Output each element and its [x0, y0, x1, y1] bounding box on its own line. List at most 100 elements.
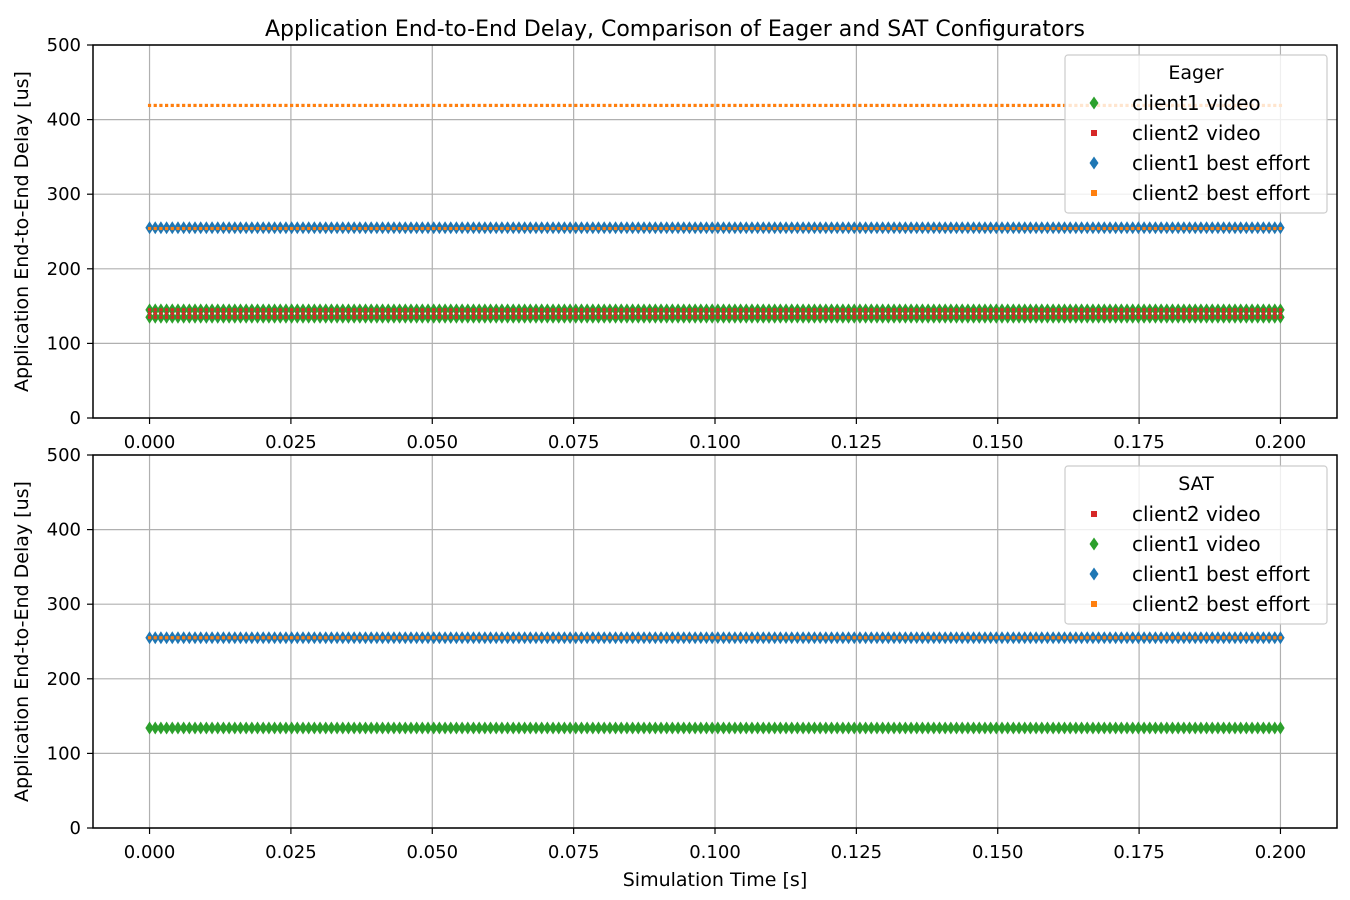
- data-point: [1062, 308, 1067, 312]
- data-point: [443, 636, 447, 640]
- data-point: [1105, 721, 1115, 735]
- data-point: [622, 721, 632, 735]
- data-point: [227, 311, 231, 316]
- data-point: [807, 308, 811, 312]
- data-point: [1023, 315, 1027, 319]
- data-point: [1273, 226, 1277, 231]
- data-point: [261, 311, 265, 316]
- data-point: [156, 721, 166, 735]
- data-point: [153, 103, 157, 108]
- data-point: [696, 721, 705, 735]
- data-point: [727, 103, 731, 108]
- data-point: [687, 103, 692, 108]
- data-point: [1034, 226, 1038, 231]
- data-point: [159, 636, 163, 640]
- data-point: [807, 311, 811, 316]
- data-point: [460, 311, 464, 316]
- data-point: [187, 636, 191, 640]
- data-point: [878, 721, 887, 735]
- data-point: [182, 636, 186, 640]
- data-point: [824, 226, 828, 231]
- data-point: [1199, 226, 1203, 231]
- data-point: [946, 721, 956, 735]
- data-point: [1142, 311, 1146, 316]
- data-point: [926, 103, 930, 108]
- data-point: [1170, 308, 1175, 312]
- data-point: [562, 315, 567, 319]
- data-point: [642, 103, 646, 108]
- data-point: [613, 103, 618, 108]
- data-point: [375, 311, 379, 316]
- data-point: [983, 636, 987, 640]
- data-point: [1000, 226, 1004, 231]
- data-point: [1000, 103, 1004, 108]
- data-point: [318, 311, 322, 316]
- data-point: [727, 315, 731, 319]
- data-point: [1162, 721, 1171, 735]
- data-point: [585, 308, 589, 312]
- data-point: [346, 636, 351, 640]
- data-point: [358, 103, 362, 108]
- data-point: [651, 721, 660, 735]
- data-point: [736, 721, 745, 735]
- data-point: [1256, 636, 1260, 640]
- data-point: [693, 315, 697, 319]
- data-point: [392, 315, 396, 319]
- legend-label: client2 video: [1132, 121, 1261, 145]
- data-point: [909, 311, 913, 316]
- data-point: [713, 721, 723, 735]
- data-point: [895, 721, 904, 735]
- data-point: [676, 311, 680, 316]
- data-point: [858, 315, 862, 319]
- legend-label: client2 video: [1132, 502, 1261, 526]
- data-point: [366, 721, 376, 735]
- data-point: [966, 315, 970, 319]
- data-point: [912, 721, 921, 735]
- data-point: [324, 308, 328, 312]
- data-point: [1023, 636, 1027, 640]
- data-point: [415, 311, 419, 316]
- data-point: [227, 226, 231, 231]
- data-point: [369, 226, 373, 231]
- data-point: [1079, 308, 1084, 312]
- data-point: [625, 315, 629, 319]
- data-point: [875, 636, 879, 640]
- data-point: [761, 311, 765, 316]
- data-point: [392, 308, 396, 312]
- data-point: [744, 636, 748, 640]
- data-point: [494, 315, 498, 319]
- data-point: [301, 636, 305, 640]
- data-point: [659, 315, 663, 319]
- data-point: [989, 226, 993, 231]
- data-point: [272, 311, 277, 316]
- data-point: [730, 721, 740, 735]
- data-point: [486, 721, 495, 735]
- data-point: [261, 636, 265, 640]
- data-point: [1193, 636, 1197, 640]
- data-point: [238, 311, 243, 316]
- data-point: [636, 226, 640, 231]
- data-point: [1230, 721, 1240, 735]
- data-point: [579, 315, 584, 319]
- data-point: [1153, 311, 1158, 316]
- data-point: [272, 636, 277, 640]
- data-point: [1193, 308, 1197, 312]
- data-point: [545, 226, 549, 231]
- data-point: [608, 636, 612, 640]
- data-point: [835, 311, 839, 316]
- data-point: [295, 103, 299, 108]
- data-point: [227, 308, 231, 312]
- data-point: [716, 636, 720, 640]
- data-point: [682, 226, 686, 231]
- x-tick-label: 0.050: [407, 842, 459, 863]
- data-point: [352, 308, 356, 312]
- data-point: [221, 315, 226, 319]
- data-point: [386, 103, 390, 108]
- data-point: [551, 636, 555, 640]
- y-tick-label: 500: [47, 445, 81, 466]
- data-point: [432, 311, 436, 316]
- data-point: [1182, 311, 1186, 316]
- data-point: [255, 226, 260, 231]
- data-point: [858, 311, 862, 316]
